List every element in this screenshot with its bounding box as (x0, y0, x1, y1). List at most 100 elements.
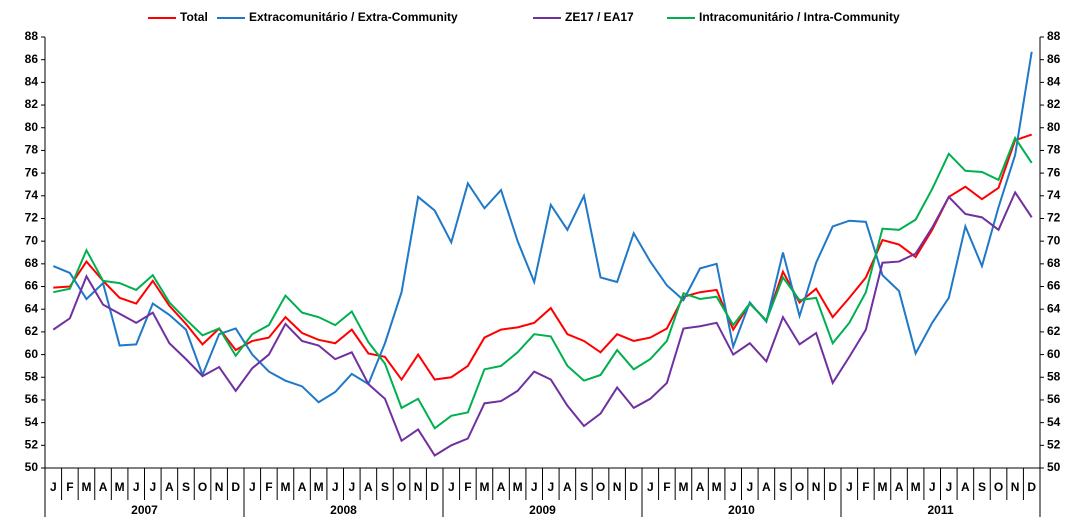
year-label: 2007 (131, 503, 158, 517)
x-tick-label: J (746, 480, 753, 494)
y2-tick-label: 56 (1047, 392, 1061, 406)
legend-label: Total (180, 10, 208, 24)
x-tick-label: D (430, 480, 439, 494)
y-tick-label: 60 (25, 347, 39, 361)
y-tick-label: 62 (25, 324, 39, 338)
y2-tick-label: 66 (1047, 279, 1061, 293)
y2-tick-label: 54 (1047, 415, 1061, 429)
x-tick-label: A (961, 480, 970, 494)
x-tick-label: J (348, 480, 355, 494)
x-tick-label: D (629, 480, 638, 494)
x-tick-label: O (795, 480, 804, 494)
y2-tick-label: 86 (1047, 52, 1061, 66)
x-tick-label: F (464, 480, 471, 494)
x-tick-label: A (298, 480, 307, 494)
x-tick-label: J (133, 480, 140, 494)
x-tick-label: O (397, 480, 406, 494)
x-tick-label: N (215, 480, 224, 494)
x-tick-label: J (332, 480, 339, 494)
x-tick-label: F (862, 480, 869, 494)
year-label: 2011 (927, 503, 953, 517)
x-tick-label: N (414, 480, 423, 494)
x-tick-label: M (479, 480, 489, 494)
x-tick-label: M (314, 480, 324, 494)
y-tick-label: 56 (25, 392, 39, 406)
x-tick-label: J (50, 480, 57, 494)
x-tick-label: N (613, 480, 622, 494)
y2-tick-label: 60 (1047, 347, 1061, 361)
legend-label: ZE17 / EA17 (565, 10, 634, 24)
x-tick-label: O (198, 480, 207, 494)
y-tick-label: 76 (25, 165, 39, 179)
x-tick-label: J (647, 480, 654, 494)
x-tick-label: N (812, 480, 821, 494)
y-tick-label: 58 (25, 369, 39, 383)
y2-tick-label: 58 (1047, 369, 1061, 383)
x-tick-label: M (877, 480, 887, 494)
y2-tick-label: 62 (1047, 324, 1061, 338)
x-tick-label: M (115, 480, 125, 494)
y-tick-label: 50 (25, 460, 39, 474)
series-line (52, 190, 1033, 457)
y2-tick-label: 64 (1047, 301, 1061, 315)
y-tick-label: 80 (25, 120, 39, 134)
y2-tick-label: 78 (1047, 143, 1061, 157)
y2-tick-label: 84 (1047, 75, 1061, 89)
x-tick-label: M (712, 480, 722, 494)
legend-label: Extracomunitário / Extra-Community (249, 10, 458, 24)
x-tick-label: A (762, 480, 771, 494)
year-label: 2010 (728, 503, 755, 517)
x-tick-label: A (895, 480, 904, 494)
x-tick-label: A (364, 480, 373, 494)
x-tick-label: A (99, 480, 108, 494)
x-tick-label: A (165, 480, 174, 494)
x-tick-label: D (231, 480, 240, 494)
x-tick-label: N (1011, 480, 1020, 494)
x-tick-label: A (563, 480, 572, 494)
y2-tick-label: 50 (1047, 460, 1061, 474)
x-tick-label: A (497, 480, 506, 494)
year-label: 2008 (330, 503, 357, 517)
x-tick-label: J (149, 480, 156, 494)
y-tick-label: 74 (25, 188, 39, 202)
x-tick-label: S (381, 480, 389, 494)
y-tick-label: 88 (25, 29, 39, 43)
x-tick-label: S (779, 480, 787, 494)
x-tick-label: J (945, 480, 952, 494)
x-tick-label: A (696, 480, 705, 494)
x-tick-label: O (994, 480, 1003, 494)
y-tick-label: 70 (25, 233, 39, 247)
x-tick-label: J (730, 480, 737, 494)
y2-tick-label: 52 (1047, 437, 1061, 451)
x-tick-label: M (513, 480, 523, 494)
x-tick-label: J (448, 480, 455, 494)
y2-tick-label: 74 (1047, 188, 1061, 202)
series-line (53, 135, 1033, 430)
y-tick-label: 86 (25, 52, 39, 66)
y-tick-label: 64 (25, 301, 39, 315)
x-tick-label: S (978, 480, 986, 494)
x-tick-label: J (531, 480, 538, 494)
year-label: 2009 (529, 503, 556, 517)
series-line (52, 51, 1033, 404)
x-tick-label: M (678, 480, 688, 494)
x-tick-label: S (182, 480, 190, 494)
y2-tick-label: 80 (1047, 120, 1061, 134)
x-tick-label: M (81, 480, 91, 494)
x-tick-label: J (929, 480, 936, 494)
x-tick-label: D (828, 480, 837, 494)
x-tick-label: M (911, 480, 921, 494)
y-tick-label: 84 (25, 75, 39, 89)
y-tick-label: 78 (25, 143, 39, 157)
y2-tick-label: 68 (1047, 256, 1061, 270)
y-tick-label: 54 (25, 415, 39, 429)
y-tick-label: 72 (25, 211, 39, 225)
y-tick-label: 52 (25, 437, 39, 451)
x-tick-label: J (547, 480, 554, 494)
x-tick-label: D (1027, 480, 1036, 494)
x-tick-label: F (265, 480, 272, 494)
y2-tick-label: 70 (1047, 233, 1061, 247)
y-tick-label: 68 (25, 256, 39, 270)
x-tick-label: J (846, 480, 853, 494)
